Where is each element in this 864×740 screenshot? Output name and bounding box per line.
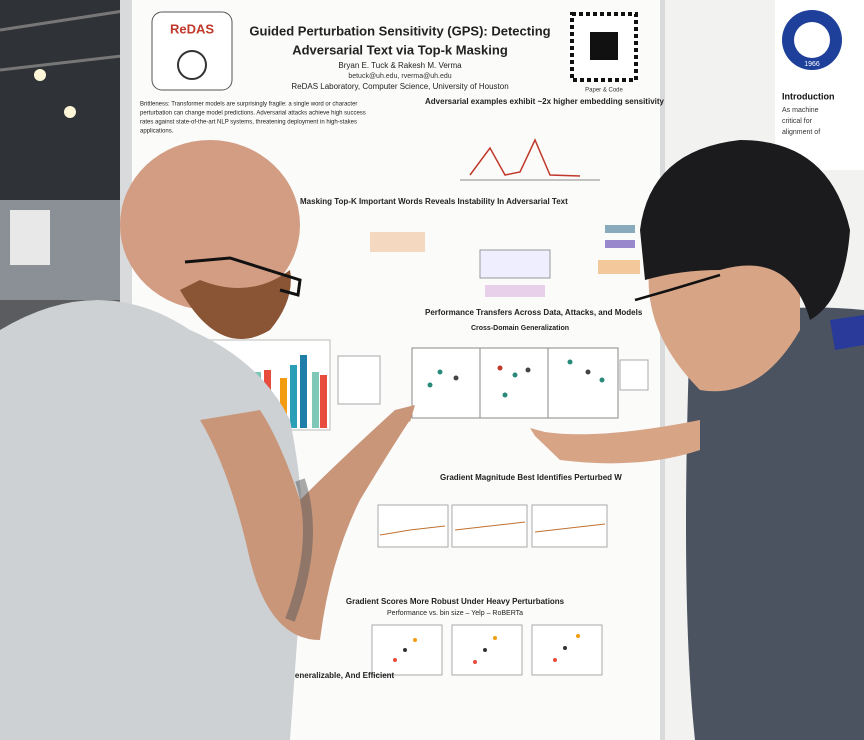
- poster-dots: [563, 646, 567, 650]
- section-heading: Gradient Magnitude Best Identifies Pertu…: [440, 473, 622, 482]
- poster-dots: [413, 638, 417, 642]
- intro-text: applications.: [140, 129, 174, 135]
- poster-diagram-box: [485, 285, 545, 297]
- poster-dots: [553, 658, 557, 662]
- poster-dots: [576, 634, 580, 638]
- poster-title: Guided Perturbation Sensitivity (GPS): D…: [249, 23, 550, 38]
- far-poster: [10, 210, 50, 265]
- poster-diagram-box: [598, 260, 640, 274]
- section-heading: Performance Transfers Across Data, Attac…: [425, 308, 643, 317]
- person-right-shirt: [686, 307, 864, 740]
- authors: Bryan E. Tuck & Rakesh M. Verma: [338, 61, 462, 70]
- person-left-glasses: [184, 256, 302, 297]
- person-left-head: [120, 140, 300, 310]
- poster-diagram-box: [605, 240, 635, 248]
- side-text: alignment of: [782, 129, 820, 136]
- lanyard: [830, 315, 864, 350]
- intro-text: perturbation can change model prediction…: [140, 111, 366, 117]
- poster-scatter-dots: [427, 382, 433, 388]
- poster-bars: [300, 355, 307, 428]
- poster-bars: [312, 372, 319, 428]
- poster-bars: [320, 375, 327, 428]
- poster-scatter-dots: [427, 359, 605, 398]
- poster-scatter-dots: [525, 367, 531, 373]
- light: [64, 106, 76, 118]
- poster-scatter-panel: [411, 347, 481, 419]
- section-heading: Adversarial examples exhibit ~2x higher …: [425, 97, 665, 106]
- section-heading: Masking Top-K Important Words Reveals In…: [300, 197, 568, 206]
- poster-line-panel: [377, 504, 449, 548]
- person-right-hand: [530, 428, 560, 460]
- poster-scatter-dots: [512, 372, 518, 378]
- poster-bars: [280, 378, 287, 428]
- poster-scatter-panel: [547, 347, 619, 419]
- poster-legend: [619, 359, 649, 391]
- poster-diagram-box: [479, 249, 551, 279]
- poster-scatter-dots: [585, 369, 591, 375]
- poster-line-panel: [531, 504, 608, 548]
- truss: [0, 53, 131, 72]
- poster-line-chart: [469, 138, 581, 177]
- qr-code-center: [590, 32, 618, 60]
- poster-dots: [393, 634, 580, 664]
- poster-dots: [403, 648, 407, 652]
- poster-line-panel: [451, 504, 528, 548]
- poster-legend: [337, 355, 381, 405]
- section-heading: Gradient Scores More Robust Under Heavy …: [346, 597, 565, 606]
- poster-dots: [493, 636, 497, 640]
- poster-scatter-dots: [599, 377, 605, 383]
- side-heading: Introduction: [782, 91, 835, 101]
- poster-line: [534, 523, 606, 533]
- section-heading: Accurate, Generalizable, And Efficient: [250, 671, 395, 680]
- logo-icon: [177, 50, 207, 80]
- affiliation: ReDAS Laboratory, Computer Science, Univ…: [291, 82, 508, 91]
- poster-dots: [393, 658, 397, 662]
- poster-scatter-dots: [437, 369, 443, 375]
- person-left-shirt: [0, 300, 304, 740]
- tattoo: [285, 478, 313, 622]
- poster-line: [379, 525, 446, 536]
- poster-scatter-panel: [479, 347, 549, 419]
- subplot-title: Performance vs. bin size – Yelp – RoBERT…: [387, 610, 523, 617]
- poster-diagram-box: [370, 232, 425, 252]
- poster-bars: [290, 365, 297, 428]
- side-text: critical for: [782, 118, 813, 125]
- intro-text: rates against state-of-the-art NLP syste…: [140, 120, 357, 126]
- truss: [0, 8, 131, 32]
- ceiling: [0, 0, 130, 200]
- person-right-glasses: [634, 273, 721, 302]
- person-right-hair: [640, 140, 850, 320]
- poster-dot-panel: [531, 624, 603, 676]
- side-logo-inner: [794, 22, 830, 58]
- light: [34, 69, 46, 81]
- poster-scatter-dots: [502, 392, 508, 398]
- side-text: As machine: [782, 107, 819, 114]
- logo-text: ReDAS: [170, 21, 214, 36]
- side-year: 1966: [804, 61, 820, 68]
- poster-line: [454, 521, 526, 531]
- poster-scatter-dots: [567, 359, 573, 365]
- poster-title: Adversarial Text via Top-k Masking: [292, 42, 508, 57]
- poster-scatter-dots: [497, 365, 503, 371]
- subplot-title: Cross-Domain Generalization: [471, 325, 569, 332]
- poster-dots: [483, 648, 487, 652]
- poster-diagram-box: [605, 225, 635, 233]
- person-left-hand: [395, 405, 415, 422]
- intro-text: Brittleness: Transformer models are surp…: [140, 102, 357, 108]
- emails: betuck@uh.edu, rverma@uh.edu: [348, 73, 451, 80]
- poster-scatter-dots: [453, 375, 459, 381]
- poster-dots: [473, 660, 477, 664]
- qr-caption: Paper & Code: [585, 88, 623, 94]
- person-right-arm: [544, 420, 700, 464]
- person-left-beard: [180, 270, 291, 339]
